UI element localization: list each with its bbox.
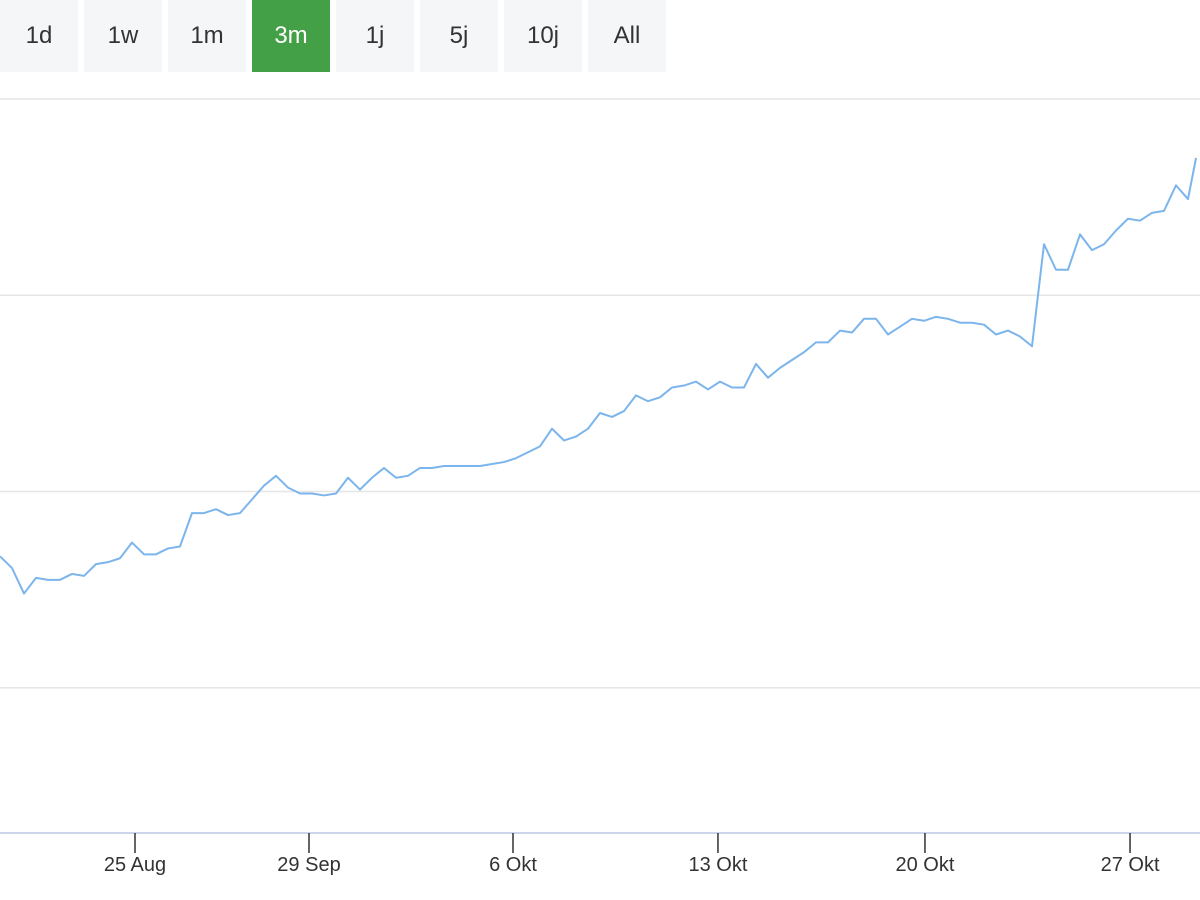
- x-tick-label: 27 Okt: [1101, 854, 1160, 876]
- range-button[interactable]: 1m: [168, 0, 246, 72]
- x-tick-label: 29 Sep: [277, 854, 340, 876]
- range-button[interactable]: 1d: [0, 0, 78, 72]
- range-button[interactable]: 1w: [84, 0, 162, 72]
- x-tick-label: 25 Aug: [104, 854, 166, 876]
- range-button[interactable]: 3m: [252, 0, 330, 72]
- x-tick-label: 6 Okt: [489, 854, 537, 876]
- range-button[interactable]: 5j: [420, 0, 498, 72]
- range-button[interactable]: 1j: [336, 0, 414, 72]
- range-button[interactable]: 10j: [504, 0, 582, 72]
- price-line: [0, 157, 1198, 595]
- x-tick-label: 20 Okt: [895, 854, 954, 876]
- x-tick-label: 13 Okt: [688, 854, 747, 876]
- range-button[interactable]: All: [588, 0, 666, 72]
